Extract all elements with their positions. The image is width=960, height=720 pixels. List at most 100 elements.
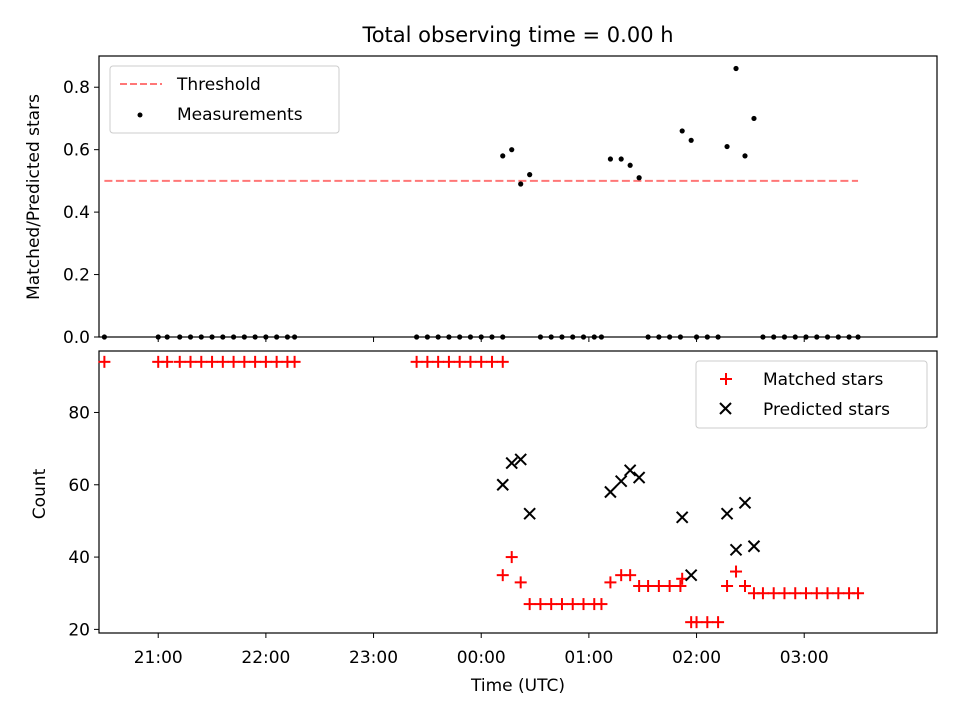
matched-star-point: [485, 355, 498, 368]
matched-star-point: [712, 616, 725, 629]
matched-star-point: [701, 616, 714, 629]
matched-star-point: [464, 355, 477, 368]
matched-star-point: [249, 355, 262, 368]
bottom-x-tick-label: 01:00: [564, 648, 613, 668]
predicted-star-point: [514, 453, 527, 466]
matched-star-point: [227, 355, 240, 368]
measurement-point: [618, 156, 624, 162]
top-y-tick-label: 0.8: [63, 78, 90, 98]
matched-star-point: [642, 580, 655, 592]
matched-star-point: [514, 576, 527, 589]
top-y-tick-label: 0.4: [63, 203, 90, 223]
measurement-point: [656, 334, 662, 340]
measurement-point: [598, 334, 605, 340]
matched-star-point: [604, 576, 617, 589]
matched-star-point: [789, 587, 802, 600]
measurement-point: [198, 334, 204, 340]
matched-star-point: [410, 355, 423, 368]
measurement-point: [187, 334, 194, 340]
measurement-point: [424, 334, 430, 340]
measurement-point: [751, 115, 757, 122]
matched-star-point: [800, 587, 813, 600]
predicted-star-point: [684, 568, 698, 582]
measurement-point: [446, 334, 452, 340]
measurement-point: [164, 334, 170, 340]
top-y-tick-label: 0.0: [63, 328, 90, 348]
measurement-point: [500, 153, 506, 159]
top-panel: Total observing time = 0.00 h Matched/Pr…: [24, 23, 938, 348]
matched-star-point: [595, 598, 608, 611]
measurement-point: [824, 334, 831, 340]
measurement-point: [489, 334, 495, 340]
measurement-point: [518, 181, 524, 187]
bottom-panel: Count Time (UTC) 20 40 60 80 21:00 22:00 23:0…: [30, 350, 938, 696]
matched-star-point: [566, 598, 579, 611]
bottom-y-tick-label: 60: [68, 476, 90, 496]
matched-star-point: [832, 587, 845, 600]
measurement-point: [733, 65, 739, 72]
bottom-x-ticks: 21:00 22:00 23:00 00:00 01:00 02:00 03:00: [134, 633, 829, 668]
matched-star-point: [738, 580, 751, 592]
matched-star-point: [730, 565, 743, 578]
measurement-point: [679, 128, 685, 134]
measurement-point: [742, 153, 748, 159]
measurement-point: [527, 172, 533, 178]
matched-star-point: [505, 551, 518, 564]
legend-measurements-swatch: [137, 112, 143, 118]
measurement-point: [414, 334, 420, 340]
bottom-legend-box: [695, 360, 928, 429]
predicted-star-point: [614, 474, 628, 488]
matched-star-point: [259, 355, 272, 368]
legend-predicted-label: Predicted stars: [763, 400, 890, 420]
legend-threshold-label: Threshold: [176, 75, 261, 95]
top-y-ticks: 0.0 0.2 0.4 0.6 0.8: [63, 78, 99, 348]
measurement-point: [760, 334, 766, 340]
measurement-point: [263, 334, 269, 340]
bottom-x-tick-label: 23:00: [349, 648, 398, 668]
measurement-point: [855, 334, 861, 340]
top-y-axis-label: Matched/Predicted stars: [24, 94, 44, 300]
predicted-star-point: [675, 511, 689, 524]
matched-star-point: [270, 355, 283, 368]
measurement-point: [667, 334, 673, 340]
predicted-star-point: [632, 471, 646, 484]
matched-star-point: [756, 587, 769, 600]
measurement-point: [846, 334, 852, 340]
bottom-y-tick-label: 80: [68, 403, 90, 423]
measurement-point: [803, 334, 809, 340]
predicted-star-point: [505, 456, 518, 470]
bottom-x-tick-label: 03:00: [780, 648, 829, 668]
bottom-data-marks: [98, 355, 865, 629]
matched-star-point: [624, 569, 637, 582]
measurement-point: [241, 334, 247, 340]
bottom-x-tick-label: 22:00: [241, 648, 290, 668]
measurement-point: [230, 334, 237, 340]
predicted-star-point: [523, 507, 536, 520]
matched-star-point: [288, 355, 301, 368]
matched-star-point: [534, 598, 547, 611]
matched-star-point: [98, 355, 111, 368]
bottom-y-axis-label: Count: [30, 468, 50, 519]
measurement-point: [220, 334, 226, 340]
bottom-y-tick-label: 20: [68, 620, 90, 640]
measurement-point: [500, 334, 506, 340]
matched-star-point: [767, 587, 780, 600]
measurement-point: [435, 334, 441, 340]
predicted-star-point: [623, 464, 637, 477]
top-data-marks: [101, 65, 861, 340]
matched-star-point: [652, 580, 665, 592]
matched-star-point: [852, 587, 865, 600]
matched-star-point: [663, 580, 676, 592]
measurement-point: [771, 334, 777, 340]
legend-measurements-label: Measurements: [177, 105, 303, 125]
measurement-point: [724, 143, 730, 150]
measurement-point: [155, 334, 161, 340]
predicted-star-point: [604, 485, 617, 499]
measurement-point: [209, 334, 215, 340]
bottom-x-tick-label: 02:00: [672, 648, 721, 668]
matched-star-point: [216, 355, 229, 368]
top-legend-box: [109, 65, 340, 134]
matched-star-point: [206, 355, 219, 368]
matched-star-point: [545, 598, 558, 611]
